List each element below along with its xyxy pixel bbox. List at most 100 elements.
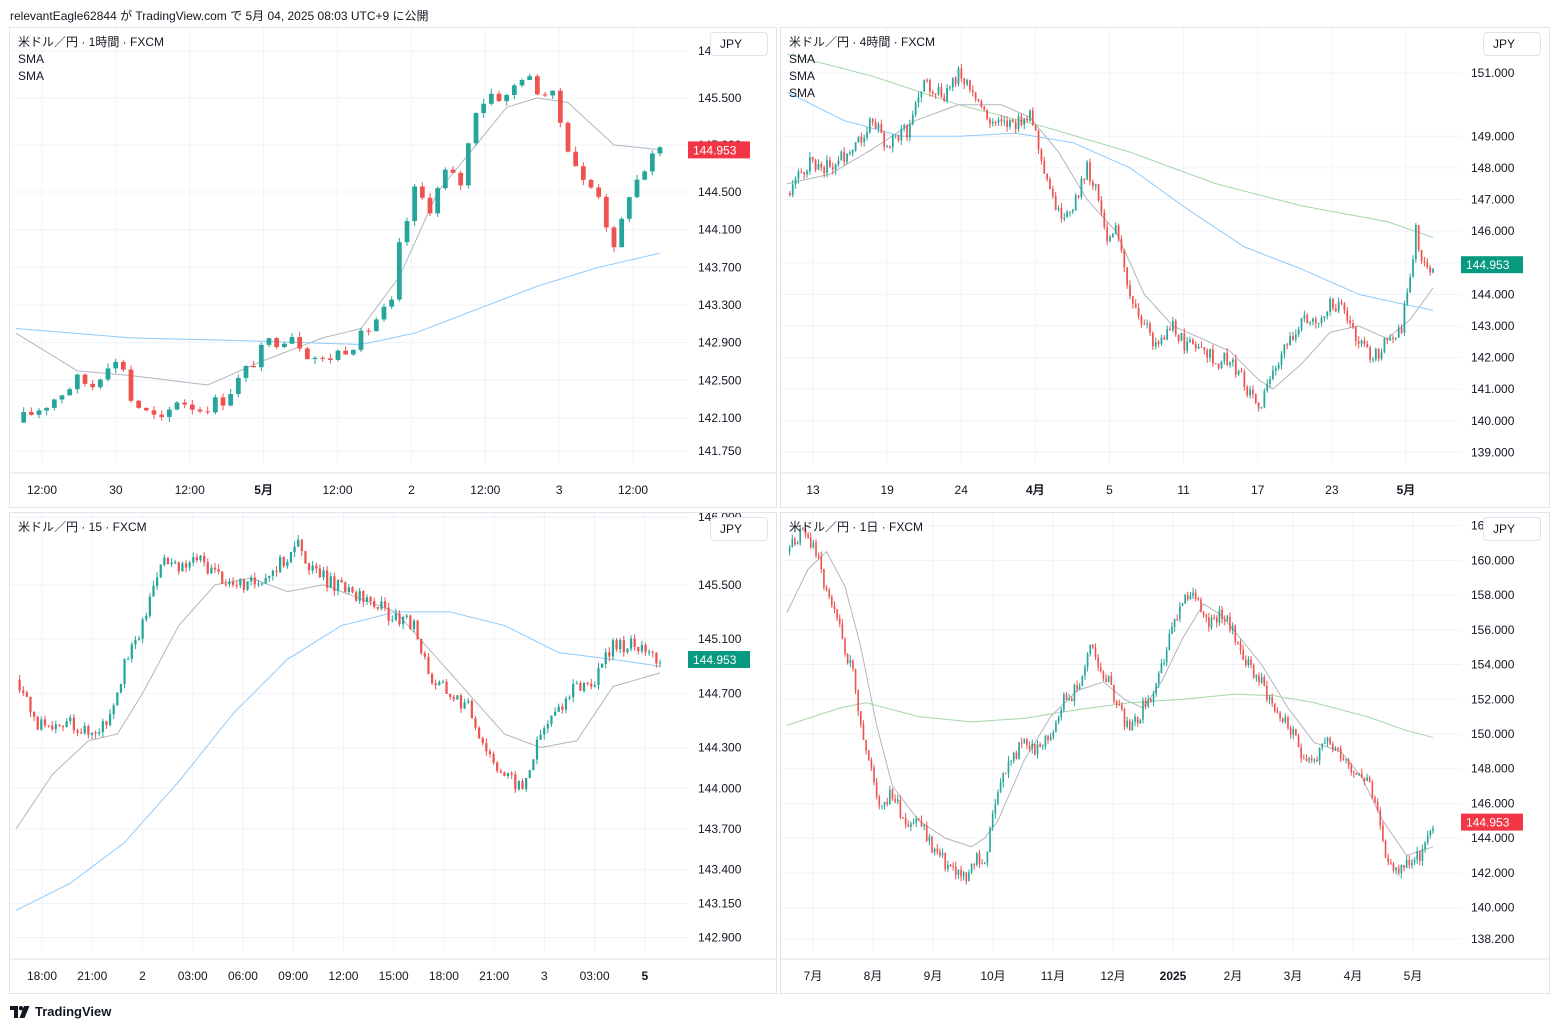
candle-body (108, 714, 112, 726)
candle-body (1069, 211, 1071, 213)
candle-body (1377, 348, 1380, 359)
candle-body (954, 866, 957, 875)
candle-body (1372, 359, 1374, 361)
candle-body (514, 774, 517, 790)
candle-body (1111, 233, 1114, 237)
candle-body (231, 581, 235, 585)
x-tick-label: 10月 (980, 969, 1005, 983)
candle-body (354, 592, 358, 601)
candle-body (1353, 772, 1355, 774)
candle-body (257, 583, 260, 585)
candle-body (1055, 722, 1057, 732)
y-tick-label: 146.000 (1471, 796, 1515, 810)
candle-body (239, 578, 242, 586)
candle-body (82, 374, 88, 384)
last-price-value: 144.953 (693, 143, 737, 157)
candle-body (1403, 303, 1406, 333)
candle-body (960, 68, 963, 79)
candle-body (251, 366, 257, 368)
chart-canvas[interactable]: 146.000145.500145.000144.500144.100143.7… (10, 28, 776, 507)
candle-body (412, 186, 418, 222)
candle-body (1066, 211, 1069, 218)
candle-body (826, 160, 828, 174)
candle-body (1180, 333, 1183, 341)
indicator-label-sma[interactable]: SMA (18, 52, 45, 66)
currency-button[interactable]: JPY (1483, 32, 1541, 56)
candle-body (1252, 389, 1254, 395)
sma-line (15, 577, 661, 830)
candle-body (152, 585, 155, 597)
x-tick-label: 18:00 (27, 969, 57, 983)
candle-body (396, 242, 402, 300)
y-tick-label: 142.000 (1471, 866, 1515, 880)
x-tick-label: 2025 (1160, 969, 1187, 983)
candle-body (98, 732, 101, 734)
candle-body (1146, 323, 1149, 325)
candle-body (1317, 323, 1320, 325)
symbol-title[interactable]: 米ドル／円 · 1時間 · FXCM (18, 35, 164, 49)
y-tick-label: 143.000 (1471, 319, 1515, 333)
candle-body (1310, 758, 1313, 761)
candle-body (1326, 312, 1329, 317)
candle-body (553, 711, 557, 716)
candle-body (546, 724, 549, 729)
candle-body (362, 591, 365, 602)
candle-body (1003, 120, 1006, 122)
candle-body (851, 150, 854, 153)
candle-body (1150, 698, 1152, 702)
candle-body (465, 143, 471, 186)
x-tick-label: 3 (541, 969, 548, 983)
indicator-label-sma[interactable]: SMA (789, 86, 816, 100)
candle-body (976, 853, 978, 865)
candle-body (1143, 323, 1146, 325)
candle-body (438, 681, 441, 686)
candle-body (51, 399, 57, 408)
symbol-title[interactable]: 米ドル／円 · 15 · FXCM (18, 520, 147, 534)
candle-body (525, 777, 528, 790)
candle-body (452, 696, 455, 700)
candle-body (1300, 318, 1303, 330)
candle-body (1226, 352, 1229, 365)
candle-body (166, 557, 170, 565)
candle-body (1420, 250, 1423, 262)
candle-body (991, 121, 994, 124)
indicator-label-sma[interactable]: SMA (789, 52, 816, 66)
currency-button[interactable]: JPY (710, 32, 768, 56)
candle-body (920, 91, 923, 98)
candle-body (1257, 402, 1260, 409)
chart-panel-1d[interactable]: 162.000160.000158.000156.000154.000152.0… (780, 512, 1550, 994)
chart-panel-4h[interactable]: 151.000149.000148.000147.000146.000145.0… (780, 27, 1550, 508)
candle-body (1403, 865, 1405, 868)
candle-body (957, 68, 960, 85)
x-tick-label: 12:00 (618, 483, 648, 497)
candle-body (1349, 320, 1351, 324)
candle-body (840, 151, 843, 161)
candle-body (235, 377, 241, 395)
candle-body (335, 350, 341, 360)
currency-button[interactable]: JPY (1483, 517, 1541, 541)
candle-body (521, 781, 524, 790)
symbol-title[interactable]: 米ドル／円 · 1日 · FXCM (789, 520, 923, 534)
candle-body (593, 685, 596, 687)
indicator-label-sma[interactable]: SMA (18, 69, 45, 83)
chart-panel-1h[interactable]: 146.000145.500145.000144.500144.100143.7… (9, 27, 777, 508)
candle-body (1405, 859, 1408, 868)
candle-body (1040, 149, 1043, 161)
indicator-label-sma[interactable]: SMA (789, 69, 816, 83)
chart-canvas[interactable]: 151.000149.000148.000147.000146.000145.0… (781, 28, 1549, 507)
candle-body (25, 692, 28, 697)
chart-canvas[interactable]: 146.000145.500145.100144.700144.300144.0… (10, 513, 776, 993)
x-tick-label: 30 (109, 483, 123, 497)
candle-body (934, 93, 937, 95)
candle-body (902, 817, 904, 819)
candle-body (217, 569, 220, 572)
chart-panel-15m[interactable]: 146.000145.500145.100144.700144.300144.0… (9, 512, 777, 994)
candle-body (923, 79, 926, 92)
candle-body (1347, 759, 1350, 766)
symbol-title[interactable]: 米ドル／円 · 4時間 · FXCM (789, 35, 935, 49)
currency-button[interactable]: JPY (710, 517, 768, 541)
footer-brand[interactable]: TradingView (10, 1004, 111, 1019)
chart-canvas[interactable]: 162.000160.000158.000156.000154.000152.0… (781, 513, 1549, 993)
candle-body (1286, 344, 1289, 346)
candle-body (205, 411, 211, 413)
